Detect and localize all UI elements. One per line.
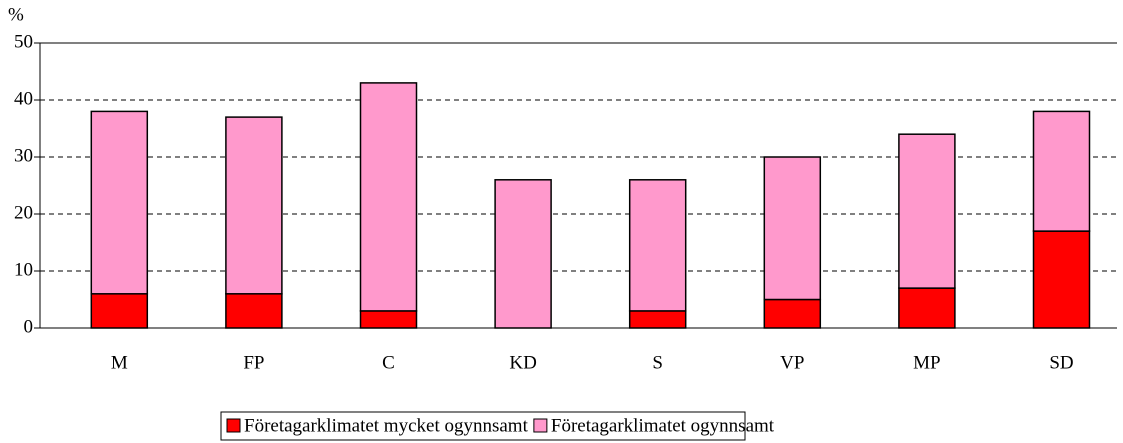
bar-segment: [763, 298, 822, 329]
bar-segment: [225, 116, 283, 295]
bar-segment: [628, 179, 687, 312]
bar-segment: [90, 110, 149, 295]
x-tick-label: VP: [780, 352, 804, 373]
y-tick-label: 0: [24, 316, 34, 337]
legend-swatch: [226, 418, 241, 433]
y-tick-label: 40: [14, 88, 33, 109]
x-tick-label: S: [652, 352, 663, 373]
x-tick-label: FP: [243, 352, 264, 373]
bar-segment: [225, 293, 283, 329]
bar-segment: [494, 179, 552, 329]
x-tick-label: C: [382, 352, 395, 373]
bar-segment: [628, 310, 687, 329]
x-tick-label: MP: [913, 352, 940, 373]
bar-segment: [1032, 230, 1091, 329]
bar-segment: [359, 310, 418, 329]
legend: Företagarklimatet mycket ogynnsamt Företa…: [220, 411, 775, 441]
bar-segment: [90, 293, 149, 329]
y-axis-label: %: [8, 4, 24, 25]
legend-swatch: [533, 418, 548, 433]
y-tick-label: 50: [14, 31, 33, 52]
bar-segment: [1032, 110, 1091, 232]
bar-segment: [898, 287, 956, 329]
x-tick-label: M: [111, 352, 128, 373]
bar-segment: [763, 156, 822, 301]
legend-frame: [220, 411, 746, 441]
x-tick-label: SD: [1049, 352, 1073, 373]
bar-segment: [898, 133, 956, 289]
y-tick-label: 30: [14, 145, 33, 166]
legend-label: Företagarklimatet mycket ogynnsamt: [244, 415, 529, 436]
legend-label: Företagarklimatet ogynnsamt: [551, 415, 775, 436]
x-tick-label: KD: [509, 352, 536, 373]
y-tick-label: 20: [14, 202, 33, 223]
bar-segment: [359, 82, 418, 312]
y-tick-label: 10: [14, 259, 33, 280]
